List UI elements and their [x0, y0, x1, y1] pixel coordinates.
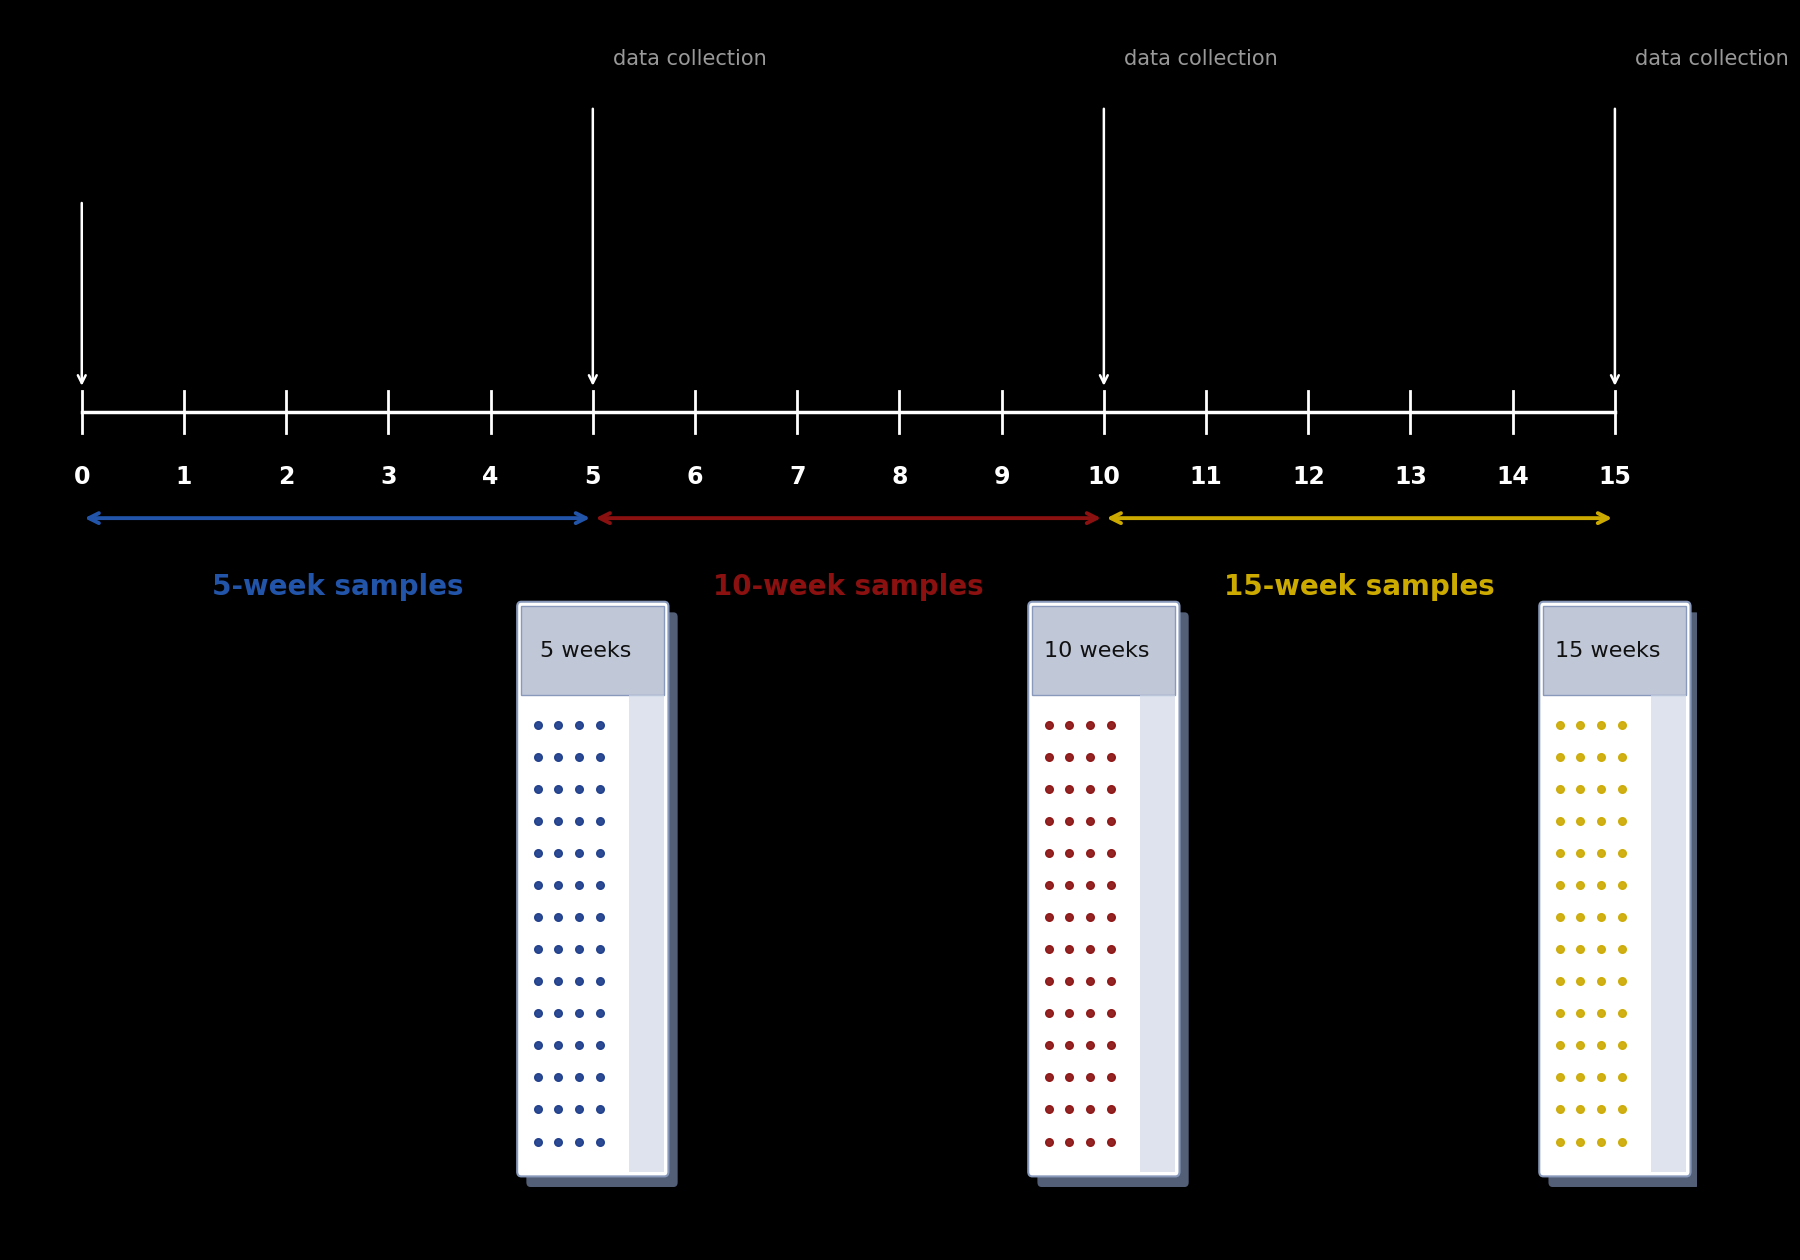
Bar [1033, 606, 1175, 694]
Text: 3: 3 [380, 465, 396, 489]
Bar [1651, 694, 1687, 1172]
Text: 4: 4 [482, 465, 499, 489]
Text: 15 weeks: 15 weeks [1555, 640, 1660, 660]
Text: 9: 9 [994, 465, 1010, 489]
Text: 15: 15 [1598, 465, 1631, 489]
Text: 13: 13 [1393, 465, 1427, 489]
Text: 5: 5 [585, 465, 601, 489]
Text: 5-week samples: 5-week samples [212, 573, 463, 601]
FancyBboxPatch shape [517, 602, 668, 1177]
Text: 12: 12 [1292, 465, 1325, 489]
Bar [522, 606, 664, 694]
FancyBboxPatch shape [526, 612, 677, 1187]
FancyBboxPatch shape [1548, 612, 1699, 1187]
FancyBboxPatch shape [1037, 612, 1188, 1187]
Text: 8: 8 [891, 465, 907, 489]
Bar [1139, 694, 1175, 1172]
Text: 15-week samples: 15-week samples [1224, 573, 1494, 601]
Text: data collection: data collection [1636, 49, 1789, 69]
FancyBboxPatch shape [1539, 602, 1690, 1177]
Bar [1543, 606, 1687, 694]
Text: data collection: data collection [614, 49, 767, 69]
Bar [628, 694, 664, 1172]
Text: 7: 7 [788, 465, 805, 489]
Text: 11: 11 [1190, 465, 1222, 489]
Text: 5 weeks: 5 weeks [540, 640, 632, 660]
Text: 1: 1 [176, 465, 193, 489]
Text: 10: 10 [1087, 465, 1120, 489]
Text: 0: 0 [74, 465, 90, 489]
Text: 10 weeks: 10 weeks [1044, 640, 1150, 660]
Text: 2: 2 [277, 465, 295, 489]
FancyBboxPatch shape [1028, 602, 1179, 1177]
Text: data collection: data collection [1125, 49, 1278, 69]
Text: 14: 14 [1496, 465, 1528, 489]
Text: 6: 6 [688, 465, 704, 489]
Text: 10-week samples: 10-week samples [713, 573, 983, 601]
